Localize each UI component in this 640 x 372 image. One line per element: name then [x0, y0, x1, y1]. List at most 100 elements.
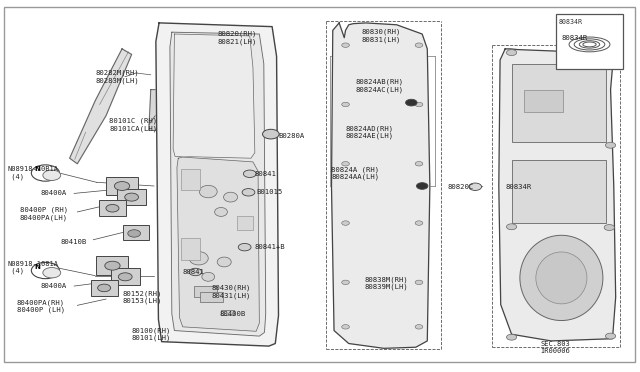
Circle shape [31, 165, 60, 181]
Circle shape [415, 161, 423, 166]
Bar [193, 286, 216, 297]
Circle shape [604, 225, 614, 231]
Text: 80838M(RH)
80839M(LH): 80838M(RH) 80839M(LH) [365, 276, 408, 291]
Bar [524, 90, 563, 112]
Circle shape [605, 333, 616, 339]
Circle shape [106, 205, 119, 212]
Text: 80282M(RH)
80283M(LH): 80282M(RH) 80283M(LH) [95, 70, 139, 84]
Text: SEC.803
IR00006: SEC.803 IR00006 [540, 341, 570, 354]
Text: 80400B: 80400B [219, 311, 245, 317]
Circle shape [415, 102, 423, 107]
Circle shape [415, 221, 423, 225]
Polygon shape [173, 34, 255, 158]
Ellipse shape [223, 192, 237, 202]
Text: 80834R: 80834R [561, 35, 588, 41]
Bar [117, 189, 146, 205]
Circle shape [342, 280, 349, 285]
Text: 80841+B: 80841+B [255, 244, 285, 250]
Text: 80400PA(RH)
80400P (LH): 80400PA(RH) 80400P (LH) [17, 299, 65, 314]
Circle shape [115, 182, 130, 190]
Ellipse shape [520, 235, 603, 321]
Text: 80820C: 80820C [448, 184, 474, 190]
Ellipse shape [536, 252, 587, 304]
Ellipse shape [214, 208, 227, 217]
Text: 80400P (RH)
80400PA(LH): 80400P (RH) 80400PA(LH) [20, 207, 68, 221]
Bar [180, 238, 200, 260]
Text: N: N [34, 264, 40, 270]
Polygon shape [149, 90, 159, 131]
Circle shape [243, 170, 256, 177]
Ellipse shape [189, 251, 208, 265]
Text: N08918-1081A
 (4): N08918-1081A (4) [7, 261, 58, 274]
Circle shape [342, 161, 349, 166]
Circle shape [118, 273, 132, 281]
Text: 80841: 80841 [255, 171, 276, 177]
Circle shape [31, 262, 60, 279]
Bar [111, 269, 140, 285]
Text: B0280A: B0280A [278, 133, 305, 139]
Circle shape [406, 99, 417, 106]
Circle shape [43, 170, 61, 180]
Bar [180, 169, 200, 190]
Bar [91, 280, 118, 296]
Bar [200, 292, 223, 302]
Circle shape [468, 183, 481, 190]
Text: 80820(RH)
80821(LH): 80820(RH) 80821(LH) [218, 31, 257, 45]
Text: B01015: B01015 [256, 189, 282, 195]
Circle shape [506, 334, 516, 340]
Bar [511, 160, 606, 223]
Circle shape [605, 142, 616, 148]
Circle shape [105, 261, 120, 270]
Text: 80400A: 80400A [40, 283, 67, 289]
Polygon shape [70, 49, 132, 164]
Circle shape [189, 268, 202, 276]
Bar [124, 225, 149, 240]
Text: 80152(RH)
80153(LH): 80152(RH) 80153(LH) [122, 290, 161, 304]
Text: 80100(RH)
80101(LH): 80100(RH) 80101(LH) [132, 327, 171, 341]
Circle shape [415, 280, 423, 285]
Bar [221, 310, 234, 315]
Text: 80410B: 80410B [60, 238, 86, 245]
Ellipse shape [202, 272, 214, 281]
Circle shape [342, 221, 349, 225]
Text: 80834R: 80834R [559, 19, 583, 25]
Bar [106, 177, 138, 195]
Ellipse shape [217, 257, 231, 267]
Circle shape [238, 243, 251, 251]
Text: 80430(RH)
80431(LH): 80430(RH) 80431(LH) [211, 285, 251, 299]
Text: 80101C (RH)
80101CA(LH): 80101C (RH) 80101CA(LH) [109, 118, 157, 132]
Circle shape [342, 43, 349, 47]
Ellipse shape [199, 185, 217, 198]
Circle shape [415, 325, 423, 329]
Circle shape [128, 230, 141, 237]
Text: 80830(RH)
80831(LH): 80830(RH) 80831(LH) [362, 29, 401, 43]
Bar [97, 256, 129, 275]
Circle shape [415, 43, 423, 47]
Text: N08918-10B1A
 (4): N08918-10B1A (4) [7, 166, 58, 180]
Polygon shape [170, 32, 266, 336]
Circle shape [506, 224, 516, 230]
Circle shape [43, 267, 61, 278]
Circle shape [342, 325, 349, 329]
Polygon shape [177, 157, 259, 331]
Text: 80400A: 80400A [40, 190, 67, 196]
Bar [99, 201, 126, 216]
Circle shape [242, 189, 255, 196]
Circle shape [602, 51, 612, 57]
Polygon shape [156, 23, 278, 346]
Circle shape [506, 49, 516, 55]
Text: 80824AB(RH)
80824AC(LH): 80824AB(RH) 80824AC(LH) [355, 79, 403, 93]
Bar [511, 64, 606, 141]
Circle shape [417, 183, 428, 189]
Text: 80834R: 80834R [505, 184, 531, 190]
Circle shape [342, 102, 349, 107]
Polygon shape [332, 23, 430, 348]
Circle shape [98, 284, 111, 292]
Text: N: N [34, 166, 40, 172]
Bar [237, 216, 253, 231]
Text: 80824AD(RH)
80824AE(LH): 80824AD(RH) 80824AE(LH) [346, 125, 394, 139]
Bar [556, 14, 623, 69]
Circle shape [262, 129, 279, 139]
Text: 80824A (RH)
80824AA(LH): 80824A (RH) 80824AA(LH) [332, 166, 380, 180]
Text: 80841: 80841 [182, 269, 205, 275]
